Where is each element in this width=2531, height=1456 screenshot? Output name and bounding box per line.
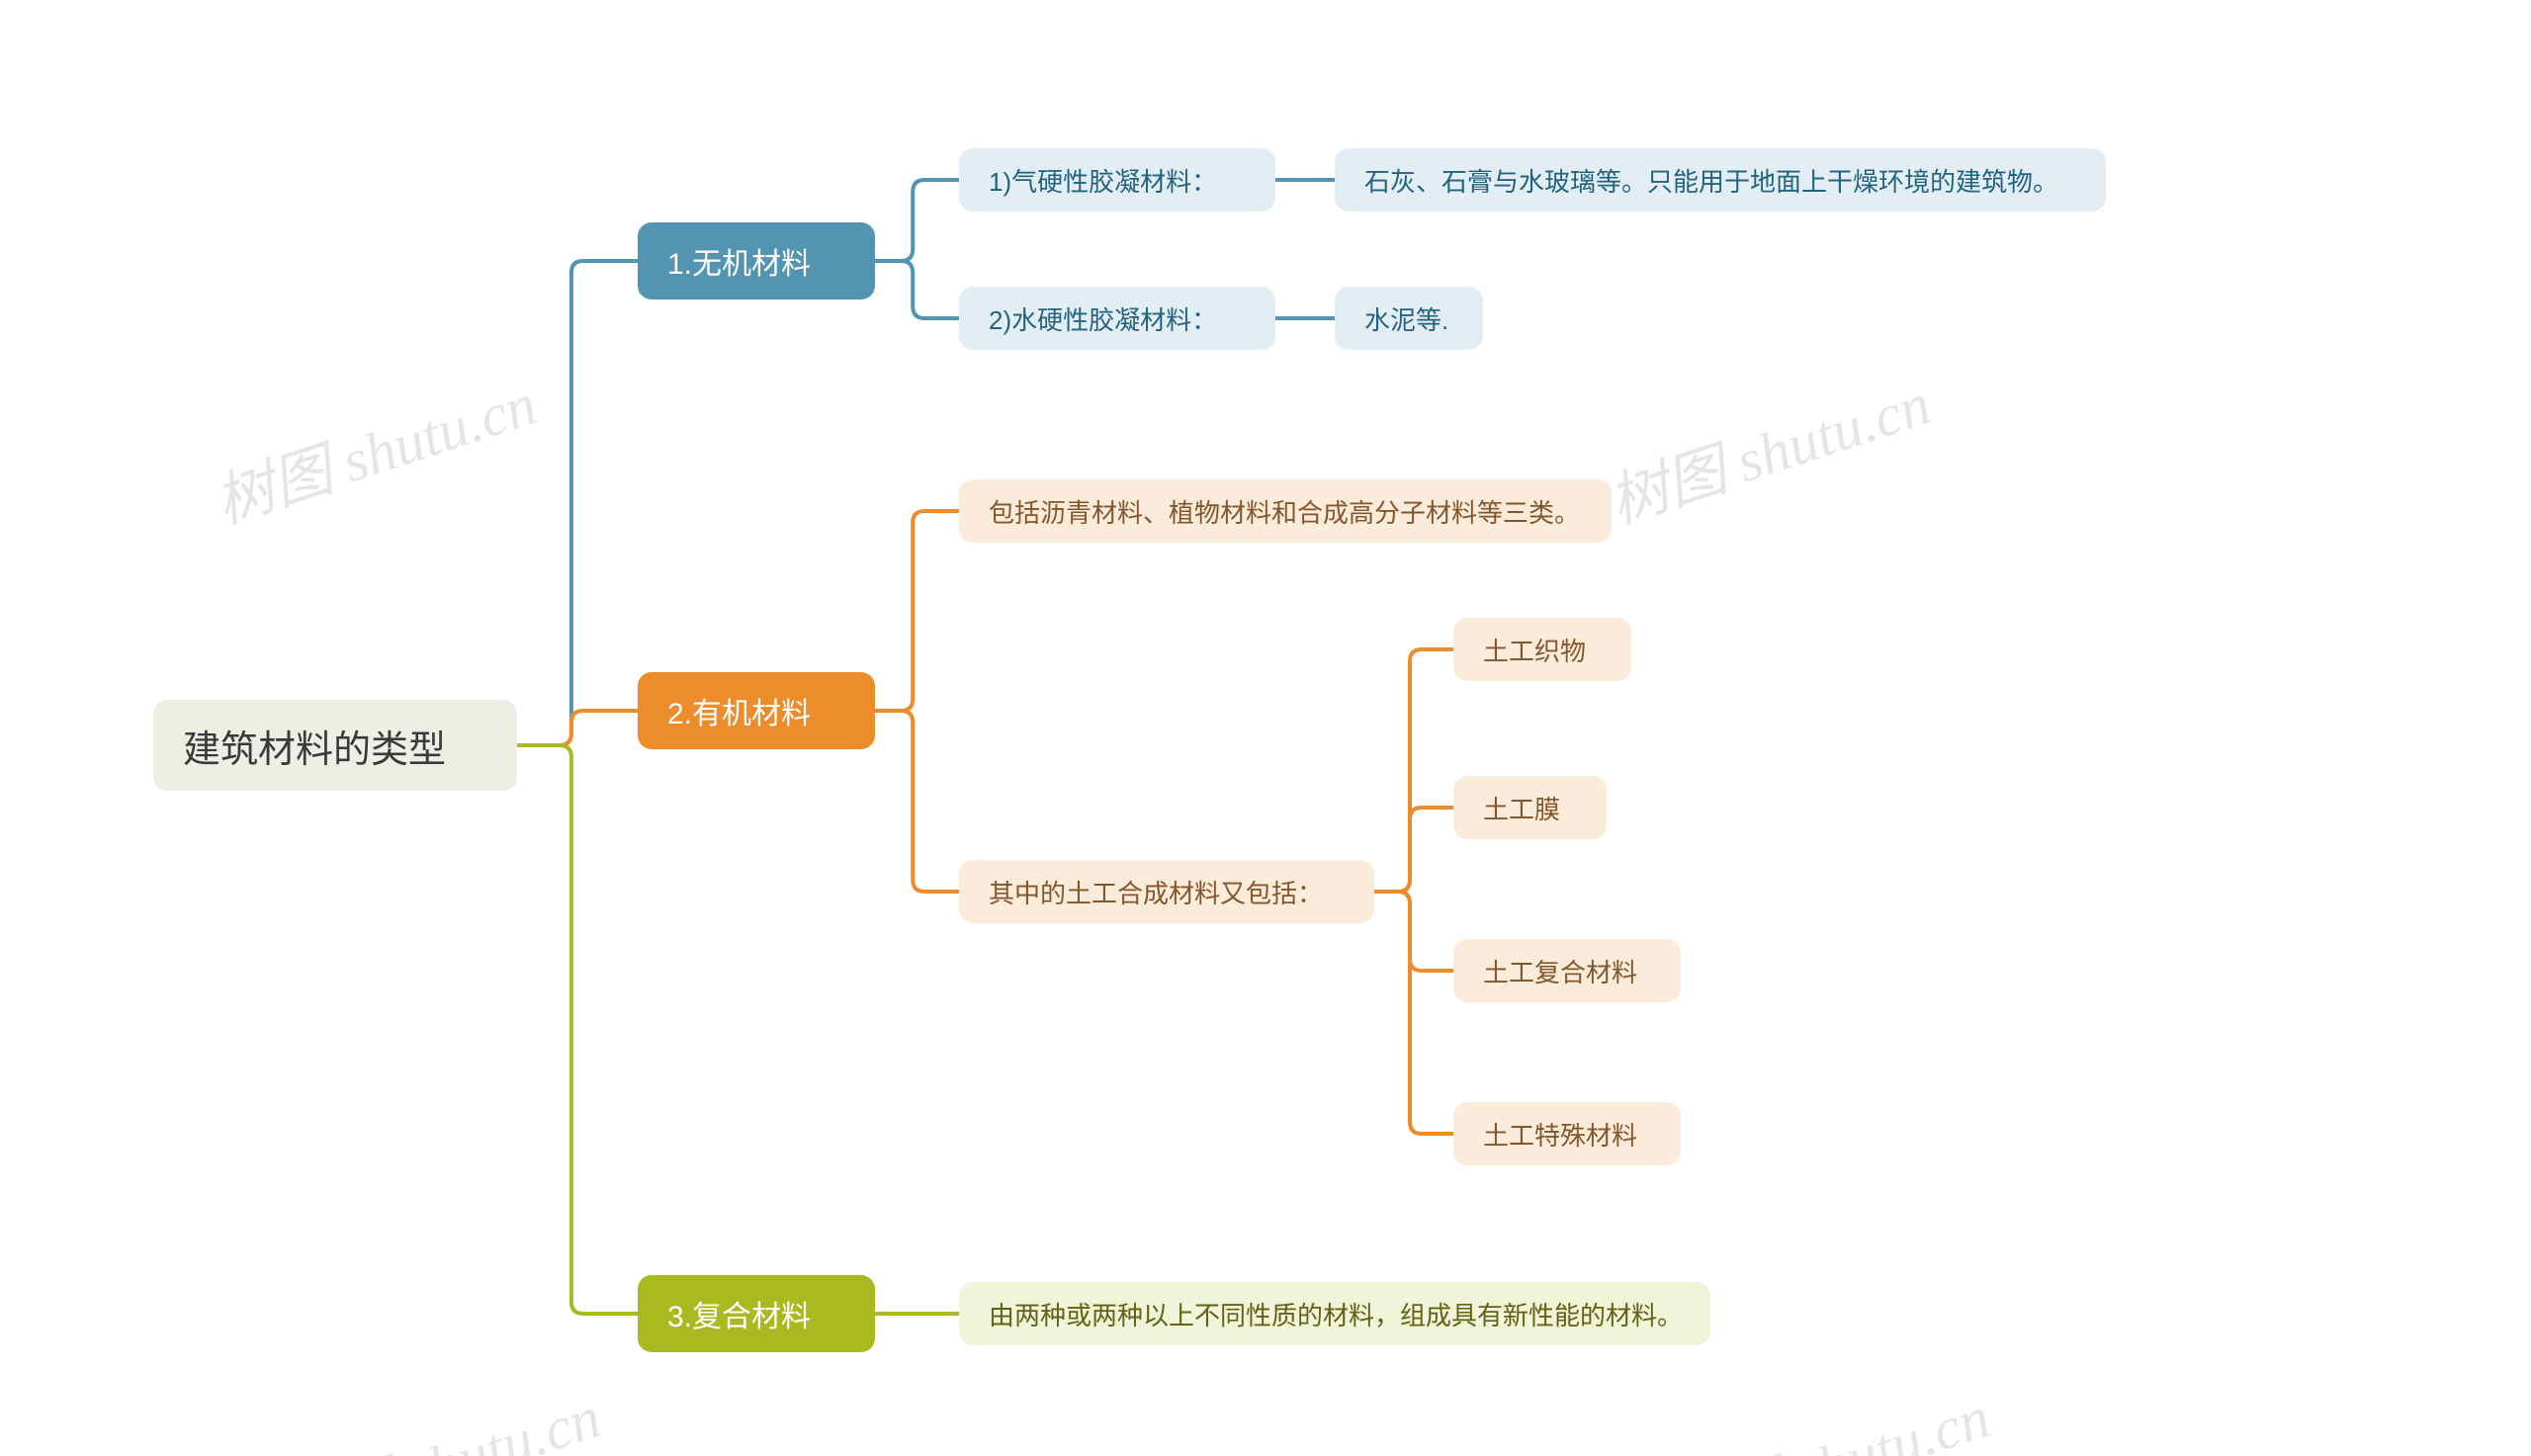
node-b2c2a: 土工织物: [1453, 618, 1631, 681]
node-b1: 1.无机材料: [638, 222, 875, 300]
node-label: 水泥等.: [1364, 300, 1448, 337]
node-label: 由两种或两种以上不同性质的材料，组成具有新性能的材料。: [989, 1296, 1683, 1332]
node-b2: 2.有机材料: [638, 672, 875, 749]
connector: [875, 261, 959, 318]
node-label: 包括沥青材料、植物材料和合成高分子材料等三类。: [989, 493, 1580, 530]
node-b2c2b: 土工膜: [1453, 776, 1607, 839]
node-b1c1: 1)气硬性胶凝材料：: [959, 148, 1275, 212]
node-label: 其中的土工合成材料又包括：: [989, 874, 1323, 910]
node-b1c2: 2)水硬性胶凝材料：: [959, 287, 1275, 350]
node-label: 1)气硬性胶凝材料：: [989, 162, 1217, 199]
connector: [517, 261, 638, 745]
node-label: 2)水硬性胶凝材料：: [989, 300, 1217, 337]
node-b3: 3.复合材料: [638, 1275, 875, 1352]
watermark: 树图 shutu.cn: [267, 1369, 610, 1456]
watermark: 树图 shutu.cn: [1656, 1369, 1999, 1456]
connector: [1374, 892, 1453, 1134]
node-b2c2c: 土工复合材料: [1453, 939, 1681, 1002]
node-b2c1: 包括沥青材料、植物材料和合成高分子材料等三类。: [959, 479, 1612, 543]
watermark: 树图 shutu.cn: [1597, 356, 1940, 541]
node-b2c2: 其中的土工合成材料又包括：: [959, 860, 1374, 923]
node-label: 土工织物: [1483, 632, 1586, 668]
connector: [875, 511, 959, 711]
node-label: 石灰、石膏与水玻璃等。只能用于地面上干燥环境的建筑物。: [1364, 162, 2058, 199]
node-root: 建筑材料的类型: [153, 700, 517, 791]
node-label: 建筑材料的类型: [183, 719, 446, 773]
node-b3c1: 由两种或两种以上不同性质的材料，组成具有新性能的材料。: [959, 1282, 1710, 1345]
node-label: 3.复合材料: [667, 1292, 811, 1335]
connector: [1374, 808, 1453, 892]
node-label: 1.无机材料: [667, 239, 811, 283]
node-label: 土工复合材料: [1483, 953, 1637, 989]
connector: [517, 745, 638, 1314]
connector: [1374, 892, 1453, 971]
node-label: 土工特殊材料: [1483, 1116, 1637, 1153]
watermark: 树图 shutu.cn: [203, 356, 546, 541]
connector: [1374, 649, 1453, 892]
connector: [517, 711, 638, 745]
connector: [875, 711, 959, 892]
node-b1c2a: 水泥等.: [1335, 287, 1483, 350]
node-b1c1a: 石灰、石膏与水玻璃等。只能用于地面上干燥环境的建筑物。: [1335, 148, 2106, 212]
node-label: 土工膜: [1483, 790, 1560, 826]
node-label: 2.有机材料: [667, 689, 811, 732]
connector: [875, 180, 959, 261]
node-b2c2d: 土工特殊材料: [1453, 1102, 1681, 1165]
